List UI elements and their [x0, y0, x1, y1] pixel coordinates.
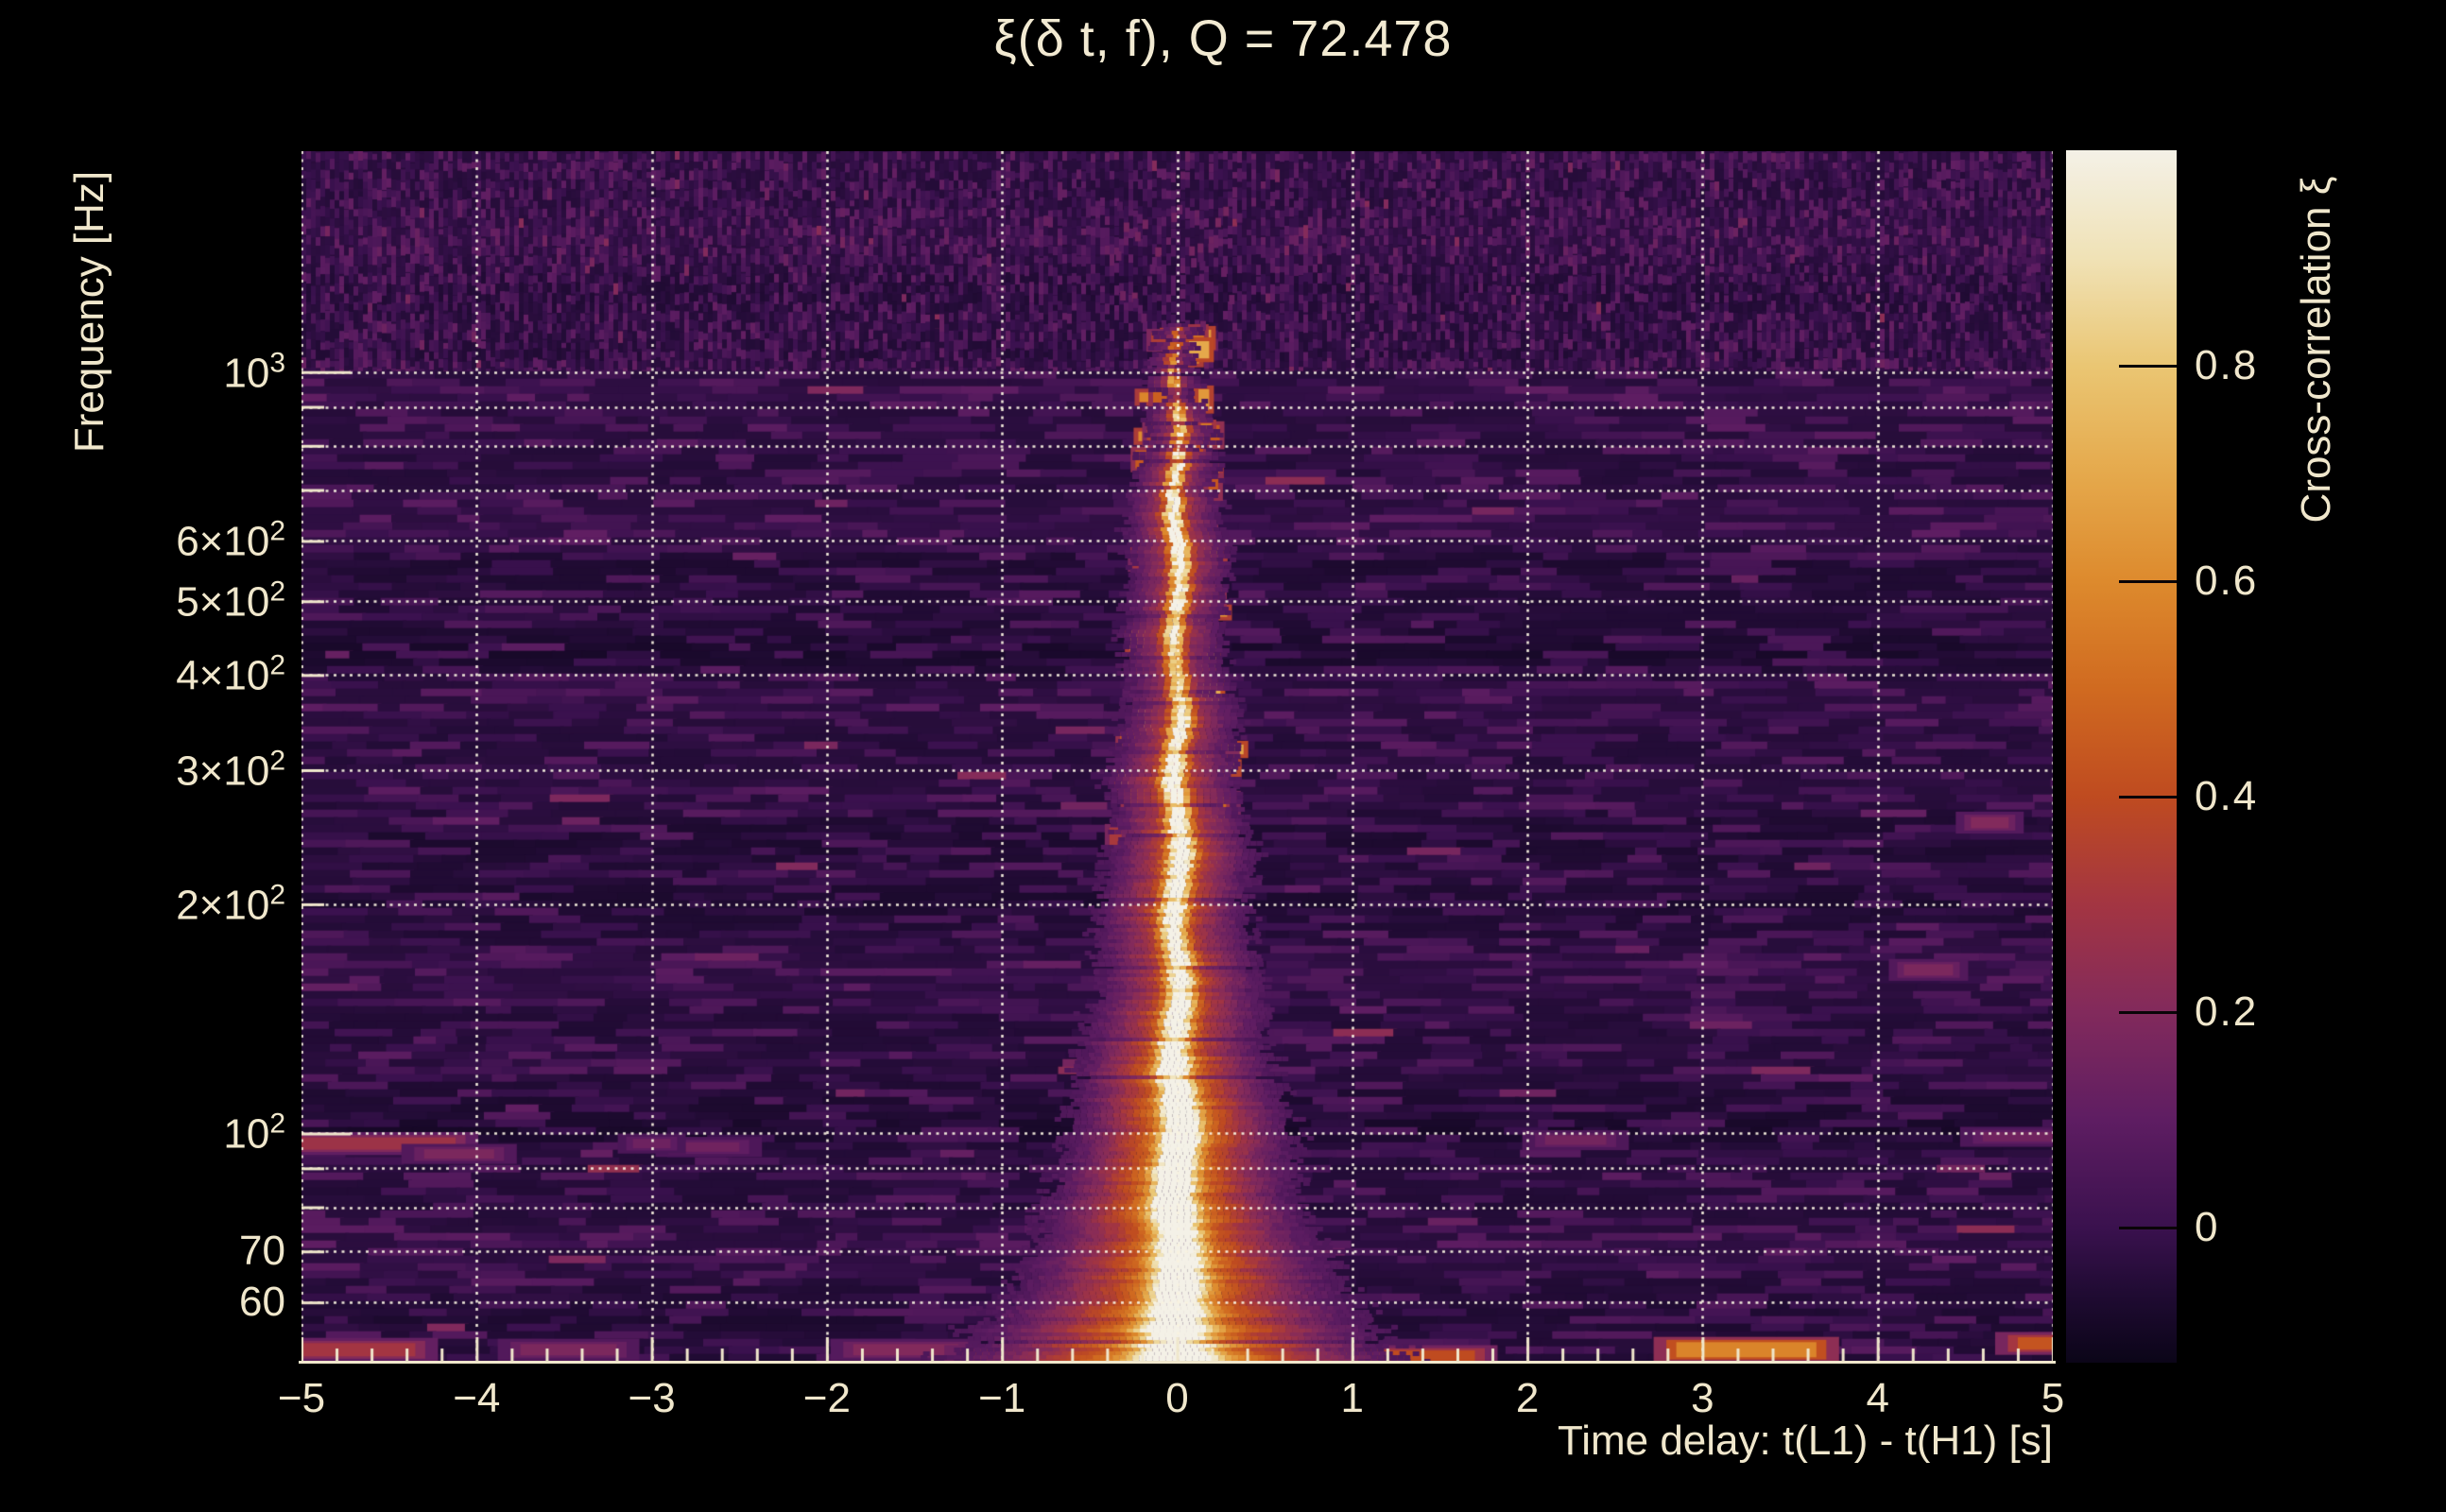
colorbar-title: Cross-correlation ξ: [2293, 176, 2339, 524]
colorbar-tick-label: 0.6: [2195, 558, 2259, 605]
chart-title: ξ(δ t, f), Q = 72.478: [993, 10, 1453, 67]
spectrogram-canvas: [301, 151, 2053, 1363]
colorbar-tick-label: 0.2: [2195, 988, 2259, 1036]
colorbar-tick: [2119, 1227, 2177, 1230]
x-tick-label: 3: [1691, 1375, 1714, 1421]
y-tick-label: 2×102: [176, 879, 285, 929]
colorbar-tick: [2119, 796, 2177, 799]
colorbar-tick: [2119, 1011, 2177, 1015]
x-tick-label: −1: [978, 1375, 1026, 1421]
x-tick-label: 4: [1866, 1375, 1889, 1421]
colorbar: [2066, 150, 2177, 1363]
x-axis-title: Time delay: t(L1) - t(H1) [s]: [1557, 1418, 2053, 1464]
y-tick-label: 6×102: [176, 516, 285, 565]
y-tick-label: 3×102: [176, 745, 285, 795]
x-tick-label: 0: [1165, 1375, 1189, 1421]
x-tick-label: 1: [1340, 1375, 1365, 1421]
colorbar-tick-label: 0.8: [2195, 342, 2259, 389]
colorbar-tick-label: 0: [2195, 1204, 2220, 1251]
x-tick-label: −3: [628, 1375, 676, 1421]
x-tick-label: 2: [1515, 1375, 1540, 1421]
y-tick-label: 70: [239, 1228, 285, 1275]
colorbar-tick: [2119, 365, 2177, 369]
y-tick-label: 4×102: [176, 650, 285, 699]
x-tick-label: −4: [453, 1375, 501, 1421]
y-tick-label: 60: [239, 1279, 285, 1326]
colorbar-tick: [2119, 580, 2177, 584]
y-axis-title: Frequency [Hz]: [66, 170, 112, 454]
x-axis-spine: [299, 1361, 2056, 1364]
x-tick-label: 5: [2041, 1375, 2065, 1421]
y-tick-label: 102: [223, 1108, 285, 1158]
y-tick-label: 103: [223, 347, 285, 397]
x-tick-label: −2: [802, 1375, 851, 1421]
y-tick-label: 5×102: [176, 576, 285, 626]
x-tick-label: −5: [277, 1375, 326, 1421]
colorbar-tick-label: 0.4: [2195, 773, 2259, 820]
